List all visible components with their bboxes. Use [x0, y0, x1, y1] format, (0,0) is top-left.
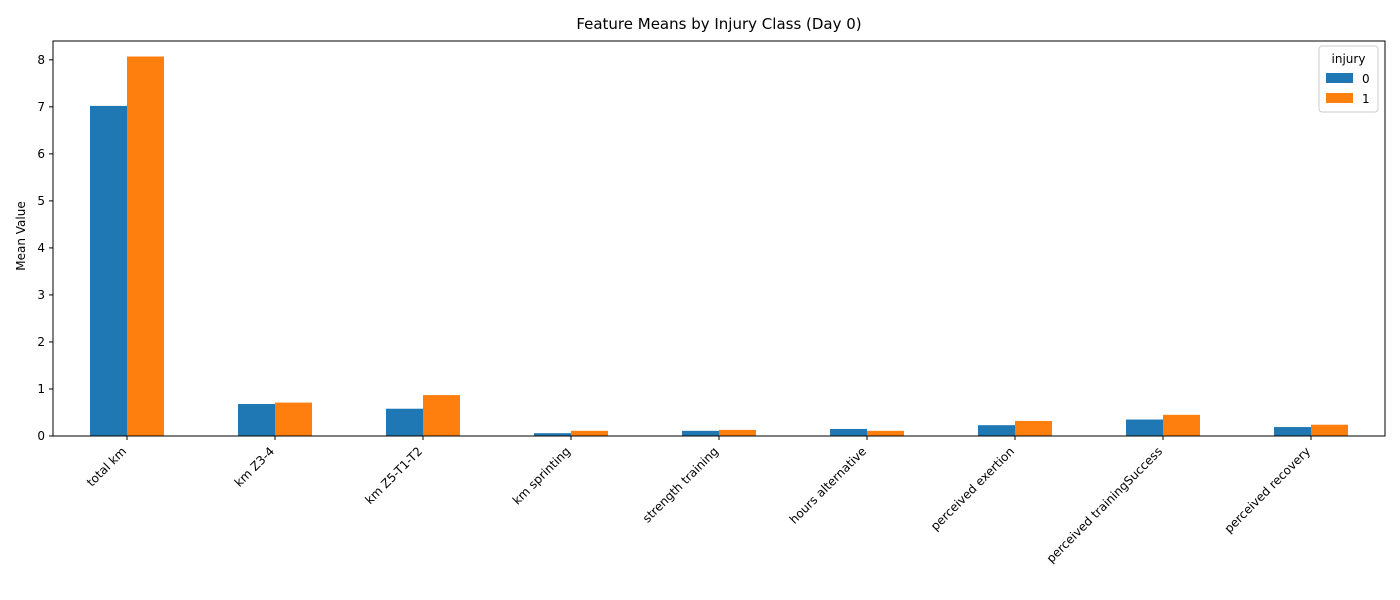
- x-tick-label: km sprinting: [510, 444, 573, 507]
- bar-total-km-series-0: [90, 105, 127, 436]
- y-tick-label: 6: [37, 147, 45, 161]
- y-axis-label: Mean Value: [14, 201, 28, 270]
- bar-perceived-trainingsuccess-series-0: [1126, 419, 1163, 436]
- y-tick-label: 0: [37, 429, 45, 443]
- bar-km-z5-t1-t2-series-0: [386, 408, 423, 436]
- chart-title: Feature Means by Injury Class (Day 0): [576, 15, 861, 33]
- bar-hours-alternative-series-1: [867, 430, 904, 436]
- x-tick-label: km Z5-T1-T2: [362, 444, 425, 507]
- legend-swatch-0: [1326, 73, 1353, 83]
- bar-perceived-exertion-series-0: [978, 425, 1015, 436]
- bar-total-km-series-1: [127, 56, 164, 437]
- y-tick-label: 7: [37, 100, 45, 114]
- bars-group: [90, 56, 1348, 437]
- y-tick-label: 1: [37, 382, 45, 396]
- legend-label-1: 1: [1362, 92, 1370, 106]
- bar-km-z3-4-series-0: [238, 404, 275, 436]
- bar-km-z5-t1-t2-series-1: [423, 395, 460, 436]
- x-axis: total km km Z3-4 km Z5-T1-T2 km sprinting st…: [84, 436, 1313, 566]
- x-tick-label: perceived exertion: [928, 444, 1017, 533]
- y-tick-label: 2: [37, 335, 45, 349]
- bar-perceived-recovery-series-1: [1311, 424, 1348, 436]
- bar-perceived-recovery-series-0: [1274, 427, 1311, 436]
- bar-strength-training-series-0: [682, 430, 719, 436]
- legend: injury 0 1: [1318, 45, 1379, 113]
- x-tick-label: perceived trainingSuccess: [1044, 444, 1165, 565]
- x-tick-label: strength training: [640, 444, 721, 525]
- y-tick-label: 8: [37, 53, 45, 67]
- plot-frame: [52, 40, 1386, 437]
- x-tick-label: hours alternative: [787, 444, 869, 526]
- legend-swatch-1: [1326, 93, 1353, 103]
- bar-perceived-exertion-series-1: [1015, 420, 1052, 436]
- y-axis: 0 1 2 3 4 5 6 7 8: [37, 53, 53, 443]
- bar-km-sprinting-series-0: [534, 433, 571, 436]
- x-tick-label: perceived recovery: [1222, 444, 1314, 536]
- bar-strength-training-series-1: [719, 429, 756, 436]
- x-tick-label: total km: [84, 444, 129, 489]
- bar-perceived-trainingsuccess-series-1: [1163, 414, 1200, 436]
- x-tick-label: km Z3-4: [232, 444, 277, 489]
- y-tick-label: 4: [37, 241, 45, 255]
- y-tick-label: 3: [37, 288, 45, 302]
- legend-title: injury: [1332, 52, 1366, 66]
- legend-label-0: 0: [1362, 72, 1370, 86]
- bar-km-z3-4-series-1: [275, 402, 312, 436]
- bar-hours-alternative-series-0: [830, 428, 867, 436]
- y-tick-label: 5: [37, 194, 45, 208]
- bar-km-sprinting-series-1: [571, 430, 608, 436]
